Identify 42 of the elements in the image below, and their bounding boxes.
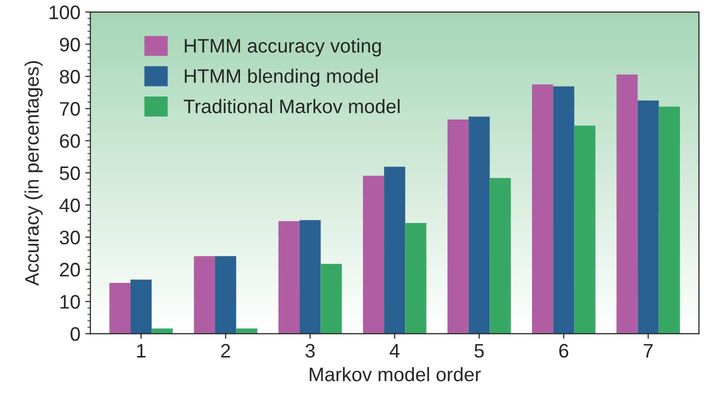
bar xyxy=(405,223,426,334)
x-tick-label: 3 xyxy=(305,344,315,358)
x-tick-label: 5 xyxy=(474,344,484,358)
bar xyxy=(215,256,236,334)
x-axis-title: Markov model order xyxy=(310,367,481,382)
y-axis-title: Accuracy (in percentages) xyxy=(24,61,43,286)
bar xyxy=(574,126,596,334)
x-tick-label: 4 xyxy=(390,344,400,358)
y-tick-label: 10 xyxy=(60,294,80,309)
y-tick-label: 0 xyxy=(70,327,80,341)
bar xyxy=(384,166,406,334)
x-tick-label: 6 xyxy=(559,344,568,358)
bar xyxy=(278,221,300,334)
bar xyxy=(638,100,659,334)
y-tick-label: 80 xyxy=(60,70,80,84)
bar xyxy=(130,280,152,334)
bar xyxy=(468,116,490,334)
bar xyxy=(300,220,321,334)
bar xyxy=(447,119,469,334)
bar xyxy=(362,176,384,334)
y-tick-label: 50 xyxy=(60,166,80,180)
bar xyxy=(532,84,554,334)
bar xyxy=(109,282,131,334)
x-tick-label: 1 xyxy=(137,344,146,358)
bar xyxy=(658,106,680,334)
y-tick-label: 60 xyxy=(60,134,80,148)
x-tick-label: 2 xyxy=(221,344,230,358)
y-tick-label: 30 xyxy=(60,230,80,244)
y-tick-label: 20 xyxy=(60,262,80,277)
legend-label: HTMM accuracy voting xyxy=(184,38,381,57)
y-tick-label: 40 xyxy=(59,198,80,212)
y-tick-label: 100 xyxy=(50,6,80,20)
y-tick-label: 90 xyxy=(60,38,80,52)
legend-label: HTMM blending model xyxy=(184,68,378,87)
x-tick-label: 7 xyxy=(644,344,653,358)
bar xyxy=(194,256,216,334)
bar xyxy=(320,264,342,334)
bar xyxy=(490,178,511,334)
y-tick-label: 70 xyxy=(60,102,80,116)
bar xyxy=(553,86,574,334)
bar xyxy=(616,74,638,334)
legend-label: Traditional Markov model xyxy=(184,99,400,114)
